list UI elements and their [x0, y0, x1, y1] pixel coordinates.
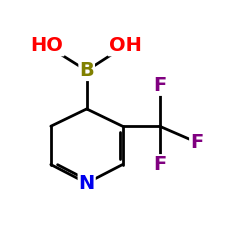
Text: F: F	[153, 155, 166, 174]
Text: F: F	[190, 133, 203, 152]
Text: B: B	[79, 61, 94, 80]
Text: N: N	[78, 174, 95, 193]
Text: F: F	[153, 76, 166, 95]
Text: HO: HO	[31, 36, 64, 56]
Text: OH: OH	[108, 36, 142, 56]
